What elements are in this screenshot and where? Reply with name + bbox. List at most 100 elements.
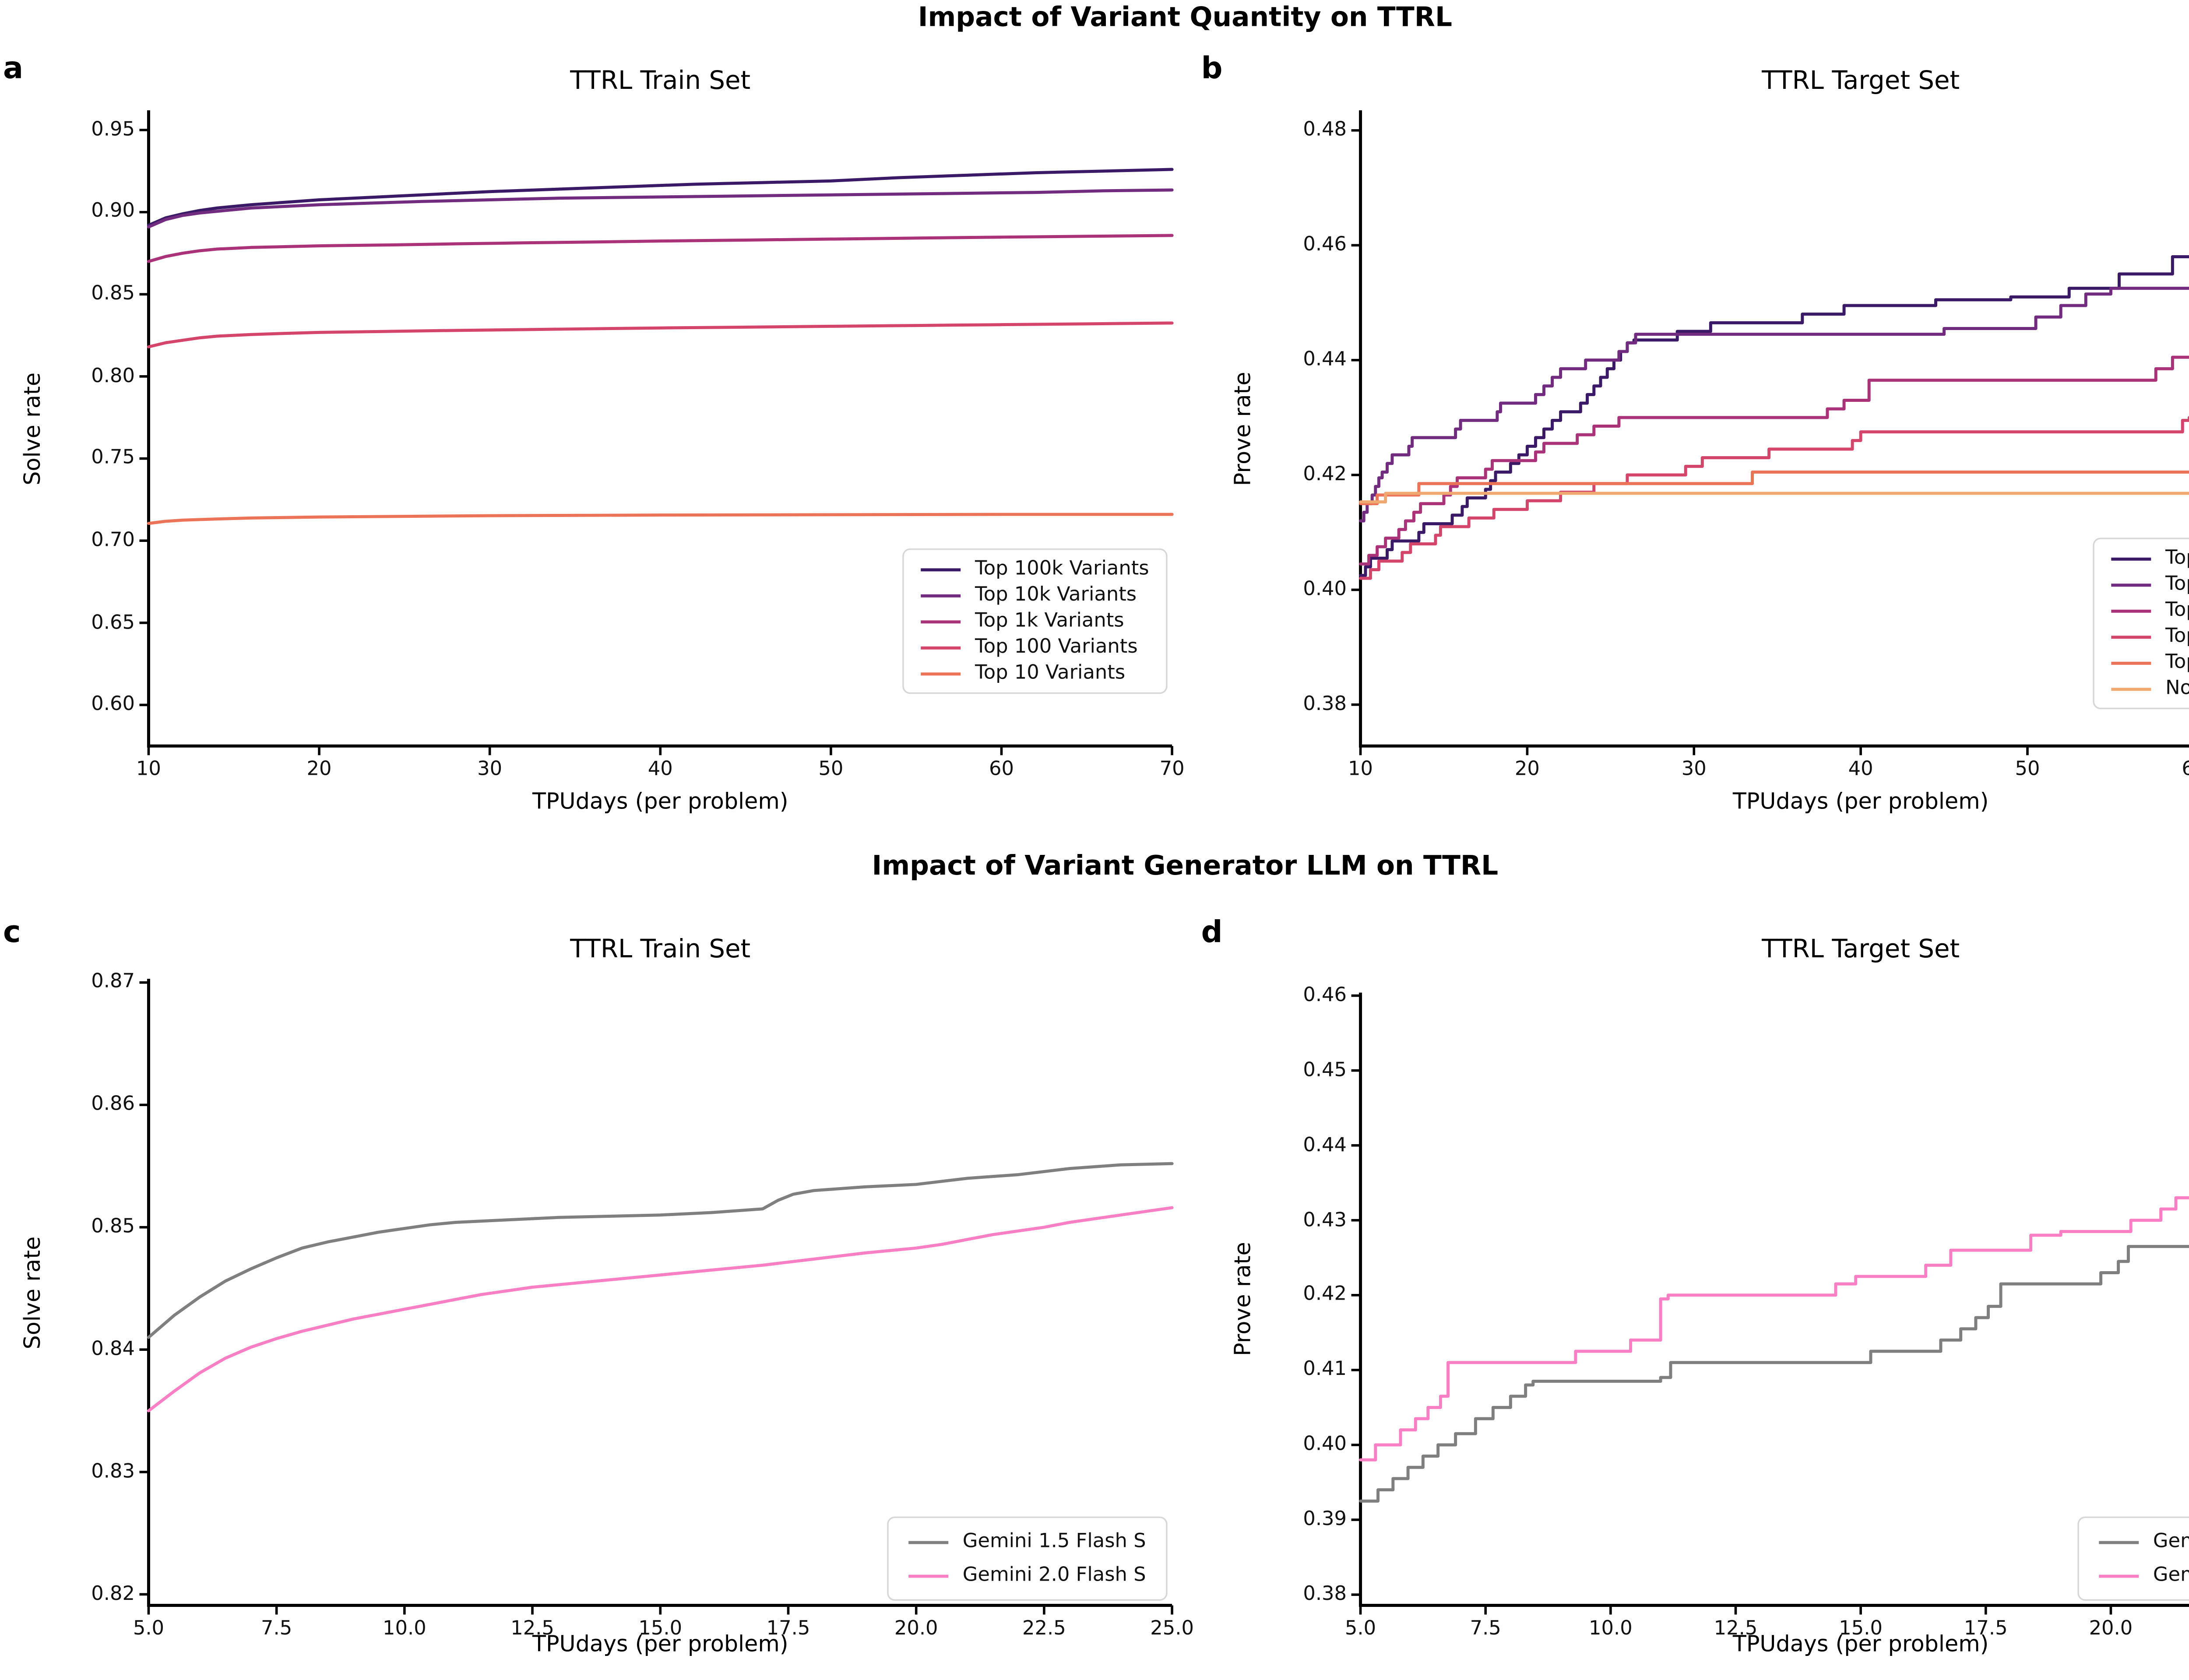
x-tick-label: 7.5 xyxy=(1470,1617,1501,1641)
y-tick-label: 0.46 xyxy=(1303,234,1347,257)
series-line-top-100k-variants xyxy=(147,168,1174,227)
x-tick-label: 70 xyxy=(1159,758,1185,781)
legend-item-top-1k-variants: Top 1k Variants xyxy=(2112,599,2189,622)
legend-label-gemini-1-5-flash-s: Gemini 1.5 Flash S xyxy=(2153,1530,2189,1553)
y-tick-label: 0.38 xyxy=(1303,1583,1347,1606)
y-tick-label: 0.85 xyxy=(91,282,135,306)
x-tick-label: 17.5 xyxy=(1964,1617,2008,1641)
y-tick-label: 0.86 xyxy=(91,1093,135,1117)
y-tick-label: 0.42 xyxy=(1303,1283,1347,1307)
y-tick-label: 0.44 xyxy=(1303,1134,1347,1157)
legend-swatch-top-100-variants xyxy=(2112,635,2152,638)
series-line-top-100-variants xyxy=(147,321,1174,348)
x-tick-label: 10.0 xyxy=(383,1617,426,1641)
x-tick-label: 15.0 xyxy=(638,1617,683,1641)
panel-a-legend: Top 100k Variants Top 10k Variants Top 1k … xyxy=(903,548,1168,694)
x-tick-label: 30 xyxy=(477,758,503,781)
series-line-top-100-variants xyxy=(1359,416,2189,580)
legend-item-top-100-variants: Top 100 Variants xyxy=(921,636,1149,659)
legend-item-top-100k-variants: Top 100k Variants xyxy=(2112,547,2189,570)
y-tick-label: 0.43 xyxy=(1303,1209,1347,1232)
y-tick-label: 0.40 xyxy=(1303,578,1347,601)
panel-a-title: TTRL Train Set xyxy=(570,66,751,95)
legend-label-top-100-variants: Top 100 Variants xyxy=(2165,625,2189,648)
legend-item-top-10k-variants: Top 10k Variants xyxy=(921,583,1149,607)
legend-label-gemini-1-5-flash-s: Gemini 1.5 Flash S xyxy=(962,1530,1146,1553)
panel-a-yaxis-label: Solve rate xyxy=(21,372,46,485)
x-tick-label: 12.5 xyxy=(1714,1617,1758,1641)
legend-label-top-10k-variants: Top 10k Variants xyxy=(2165,573,2189,596)
panel-letter-d: d xyxy=(1201,914,1223,950)
y-tick-label: 0.85 xyxy=(91,1216,135,1239)
y-tick-label: 0.46 xyxy=(1303,984,1347,1007)
panel-letter-c: c xyxy=(3,914,21,950)
legend-item-top-1k-variants: Top 1k Variants xyxy=(921,609,1149,633)
legend-label-gemini-2-0-flash-s: Gemini 2.0 Flash S xyxy=(962,1564,1146,1587)
legend-item-no-variants: No Variants xyxy=(2112,677,2189,700)
legend-swatch-gemini-2-0-flash-s xyxy=(2099,1574,2140,1577)
series-line-gemini-2-0-flash-s xyxy=(1359,1196,2189,1462)
legend-swatch-top-10-variants xyxy=(921,671,961,675)
y-tick-label: 0.84 xyxy=(91,1338,135,1361)
legend-item-top-100k-variants: Top 100k Variants xyxy=(921,557,1149,581)
legend-label-top-1k-variants: Top 1k Variants xyxy=(975,609,1124,633)
series-line-top-1k-variants xyxy=(147,234,1174,263)
y-tick-label: 0.41 xyxy=(1303,1358,1347,1382)
legend-swatch-gemini-2-0-flash-s xyxy=(909,1574,949,1577)
panel-d-yaxis-label: Prove rate xyxy=(1232,1242,1256,1357)
x-tick-label: 50 xyxy=(818,758,844,781)
x-tick-label: 17.5 xyxy=(766,1617,810,1641)
legend-label-top-100k-variants: Top 100k Variants xyxy=(975,557,1149,581)
legend-label-top-10k-variants: Top 10k Variants xyxy=(975,583,1137,607)
y-tick-label: 0.82 xyxy=(91,1583,135,1606)
series-line-gemini-2-0-flash-s xyxy=(147,1206,1174,1413)
legend-swatch-top-1k-variants xyxy=(2112,609,2152,612)
series-line-gemini-1-5-flash-s xyxy=(147,1162,1174,1339)
legend-item-top-100-variants: Top 100 Variants xyxy=(2112,625,2189,648)
panel-letter-b: b xyxy=(1201,50,1223,86)
legend-item-gemini-2-0-flash-s: Gemini 2.0 Flash S xyxy=(909,1564,1146,1587)
panel-letter-a: a xyxy=(3,50,24,86)
y-tick-label: 0.40 xyxy=(1303,1433,1347,1457)
y-tick-label: 0.75 xyxy=(91,447,135,470)
y-tick-label: 0.44 xyxy=(1303,348,1347,372)
legend-item-top-10k-variants: Top 10k Variants xyxy=(2112,573,2189,596)
legend-label-top-100-variants: Top 100 Variants xyxy=(975,636,1138,659)
x-tick-label: 40 xyxy=(1848,758,1873,781)
legend-item-gemini-2-0-flash-s: Gemini 2.0 Flash S xyxy=(2099,1564,2189,1587)
legend-item-top-10-variants: Top 10 Variants xyxy=(2112,651,2189,674)
series-line-top-10-variants xyxy=(147,513,1174,525)
y-tick-label: 0.95 xyxy=(91,118,135,142)
y-tick-label: 0.45 xyxy=(1303,1059,1347,1082)
x-tick-label: 5.0 xyxy=(1344,1617,1376,1641)
series-line-no-variants xyxy=(1359,492,2189,504)
series-line-top-10k-variants xyxy=(1359,287,2189,523)
series-line-top-1k-variants xyxy=(1359,355,2189,566)
y-tick-label: 0.48 xyxy=(1303,119,1347,142)
y-tick-label: 0.83 xyxy=(91,1460,135,1483)
panel-c-legend: Gemini 1.5 Flash S Gemini 2.0 Flash S xyxy=(887,1516,1168,1601)
x-tick-label: 7.5 xyxy=(261,1617,292,1641)
y-tick-label: 0.65 xyxy=(91,611,135,635)
legend-swatch-top-100-variants xyxy=(921,646,961,649)
legend-item-gemini-1-5-flash-s: Gemini 1.5 Flash S xyxy=(909,1530,1146,1553)
x-tick-label: 15.0 xyxy=(1839,1617,1883,1641)
y-tick-label: 0.90 xyxy=(91,200,135,224)
legend-swatch-top-10k-variants xyxy=(921,594,961,597)
y-tick-label: 0.39 xyxy=(1303,1508,1347,1532)
panel-b-yaxis-label: Prove rate xyxy=(1232,372,1256,486)
legend-swatch-gemini-1-5-flash-s xyxy=(2099,1540,2140,1543)
y-tick-label: 0.80 xyxy=(91,365,135,388)
x-tick-label: 10.0 xyxy=(1588,1617,1633,1641)
panel-c-title: TTRL Train Set xyxy=(570,934,751,964)
x-tick-label: 60 xyxy=(989,758,1014,781)
legend-swatch-gemini-1-5-flash-s xyxy=(909,1540,949,1543)
x-tick-label: 25.0 xyxy=(1150,1617,1194,1641)
legend-item-gemini-1-5-flash-s: Gemini 1.5 Flash S xyxy=(2099,1530,2189,1553)
panel-a-plot-area: Top 100k Variants Top 10k Variants Top 1k … xyxy=(148,110,1172,746)
x-tick-label: 20.0 xyxy=(2089,1617,2133,1641)
legend-label-top-1k-variants: Top 1k Variants xyxy=(2165,599,2189,622)
panel-d-xaxis-label: TPUdays (per problem) xyxy=(1732,1633,1989,1658)
y-tick-label: 0.60 xyxy=(91,693,135,717)
